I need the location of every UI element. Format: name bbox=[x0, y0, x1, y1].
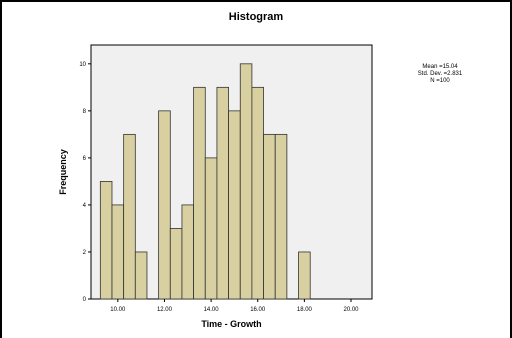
histogram-bar bbox=[251, 86, 264, 300]
x-tick-label: 20.00 bbox=[344, 307, 360, 313]
stats-mean: Mean =15.04 bbox=[422, 64, 458, 70]
histogram-bar bbox=[169, 228, 183, 300]
histogram-bar bbox=[228, 110, 241, 300]
stats-std: Std. Dev. =2.831 bbox=[417, 71, 463, 77]
x-tick-label: 18.00 bbox=[297, 307, 313, 313]
chart-title: Histogram bbox=[228, 11, 284, 23]
histogram-bar bbox=[99, 181, 113, 300]
histogram-bar bbox=[239, 63, 253, 300]
histogram-bar bbox=[263, 133, 276, 300]
y-tick-label: 10 bbox=[79, 62, 86, 68]
x-tick-label: 14.00 bbox=[204, 307, 220, 313]
histogram-bar bbox=[134, 251, 148, 300]
x-axis-label: Time - Growth bbox=[201, 319, 261, 329]
histogram-bar bbox=[204, 157, 218, 300]
stats-n: N =100 bbox=[430, 78, 450, 84]
histogram-bar bbox=[158, 110, 171, 300]
histogram-bar bbox=[193, 86, 206, 300]
histogram-bar bbox=[123, 133, 136, 300]
histogram-bar bbox=[216, 86, 229, 300]
y-axis-label: Frequency bbox=[58, 149, 68, 195]
histogram-bar bbox=[181, 204, 195, 300]
x-tick-label: 10.00 bbox=[110, 307, 126, 313]
histogram-bar bbox=[298, 251, 311, 300]
y-tick-label: 0 bbox=[83, 297, 87, 303]
y-tick-label: 6 bbox=[83, 156, 87, 162]
x-tick-label: 12.00 bbox=[157, 307, 173, 313]
stats-box: Mean =15.04 Std. Dev. =2.831 N =100 bbox=[400, 64, 480, 85]
x-tick-label: 16.00 bbox=[250, 307, 266, 313]
histogram-bar bbox=[111, 204, 125, 300]
y-tick-label: 4 bbox=[83, 203, 87, 209]
histogram-bar bbox=[274, 133, 288, 300]
y-tick-label: 2 bbox=[83, 250, 87, 256]
y-tick-label: 8 bbox=[83, 109, 87, 115]
